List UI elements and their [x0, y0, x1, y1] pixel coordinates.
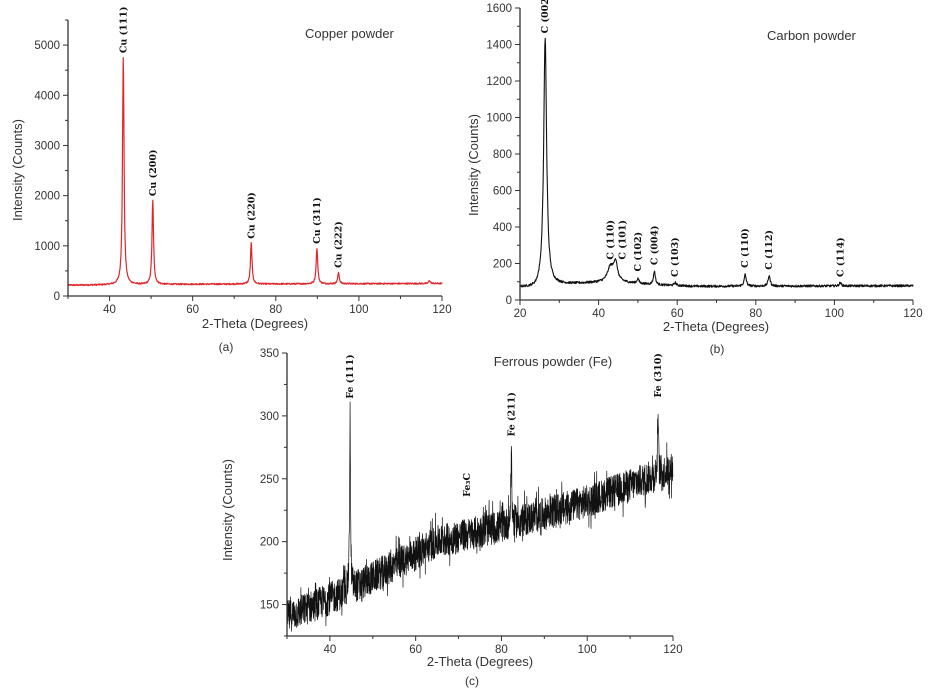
peak-label: Cu (311) [312, 197, 323, 244]
data-series-line [519, 37, 914, 288]
chart-c: 40 60 80 100 120 150 200 250 300 350 Intensity (Co… [220, 348, 683, 688]
chart-title: Ferrous powder (Fe) [494, 354, 612, 369]
peak-label: C (103) [670, 237, 681, 277]
peak-label: Cu (222) [334, 221, 345, 268]
y-tick-label: 600 [493, 186, 512, 198]
x-axis-title: 2-Theta (Degrees) [427, 654, 533, 669]
peak-label: C (110) [740, 228, 751, 268]
y-tick-label: 0 [506, 295, 512, 307]
y-tick-label: 350 [260, 348, 279, 360]
chart-b: 20 40 60 80 100 12002004006008001000120014001… [466, 0, 923, 356]
y-tick-label: 4000 [34, 90, 60, 102]
x-tick-label: 100 [825, 308, 844, 320]
x-tick-label: 100 [349, 304, 368, 316]
x-tick-label: 40 [103, 304, 116, 316]
y-tick-label: 200 [260, 537, 279, 549]
chart-a: 40 60 80 100 120 0 1000 2000 3000 4000 5000 Intensi… [10, 7, 452, 354]
y-tick-label: 800 [493, 149, 512, 161]
peak-label: C (102) [633, 232, 644, 272]
peak-label: C (002) [540, 0, 551, 33]
y-axis-title: Intensity (Counts) [10, 119, 25, 221]
y-tick-label: 0 [54, 291, 60, 303]
y-tick-label: 200 [493, 259, 512, 271]
y-tick-label: 5000 [34, 40, 60, 52]
peak-label: C (110) [605, 220, 616, 260]
x-tick-label: 20 [514, 308, 527, 320]
y-tick-label: 400 [493, 222, 512, 234]
x-tick-label: 120 [903, 308, 922, 320]
peak-label: Cu (111) [118, 7, 129, 54]
peak-label: Fe (310) [653, 353, 664, 397]
peak-label: C (112) [764, 230, 775, 270]
y-axis-title: Intensity (Counts) [220, 459, 235, 561]
x-axis-title: 2-Theta (Degrees) [202, 316, 308, 331]
y-tick-label: 150 [260, 600, 279, 612]
peak-label: C (004) [649, 225, 660, 265]
y-tick-label: 2000 [34, 191, 60, 203]
y-tick-label: 1000 [34, 241, 60, 253]
peak-label: Fe (211) [506, 392, 517, 436]
peak-label: Cu (200) [148, 150, 159, 197]
y-tick-label: 1200 [486, 76, 512, 88]
x-axis-title: 2-Theta (Degrees) [663, 319, 769, 334]
x-tick-label: 100 [578, 644, 597, 656]
y-tick-label: 3000 [34, 140, 60, 152]
x-tick-label: 80 [749, 308, 762, 320]
x-tick-label: 80 [269, 304, 282, 316]
y-tick-label: 1400 [486, 40, 512, 52]
chart-title: Carbon powder [767, 28, 857, 43]
y-tick-label: 250 [260, 474, 279, 486]
panel-label: (c) [465, 674, 479, 688]
x-tick-label: 80 [495, 644, 508, 656]
peak-label: Fe (111) [345, 354, 356, 398]
panel-label: (a) [219, 340, 234, 354]
x-tick-label: 120 [432, 304, 451, 316]
y-tick-label: 1600 [486, 3, 512, 15]
chart-title: Copper powder [305, 26, 395, 41]
panel-label: (b) [710, 342, 725, 356]
y-tick-label: 300 [260, 411, 279, 423]
y-axis-title: Intensity (Counts) [466, 114, 481, 216]
peak-label: C (114) [835, 237, 846, 277]
x-tick-label: 40 [323, 644, 336, 656]
peak-label: C (101) [617, 220, 628, 260]
x-tick-label: 120 [663, 644, 682, 656]
peak-label: Cu (220) [246, 192, 257, 239]
x-tick-label: 40 [592, 308, 605, 320]
peak-label: Fe₃C [462, 472, 473, 496]
x-tick-label: 60 [671, 308, 684, 320]
data-series-line [67, 57, 443, 287]
data-series-line [286, 401, 674, 632]
y-tick-label: 1000 [486, 113, 512, 125]
x-tick-label: 60 [409, 644, 422, 656]
x-tick-label: 60 [186, 304, 199, 316]
